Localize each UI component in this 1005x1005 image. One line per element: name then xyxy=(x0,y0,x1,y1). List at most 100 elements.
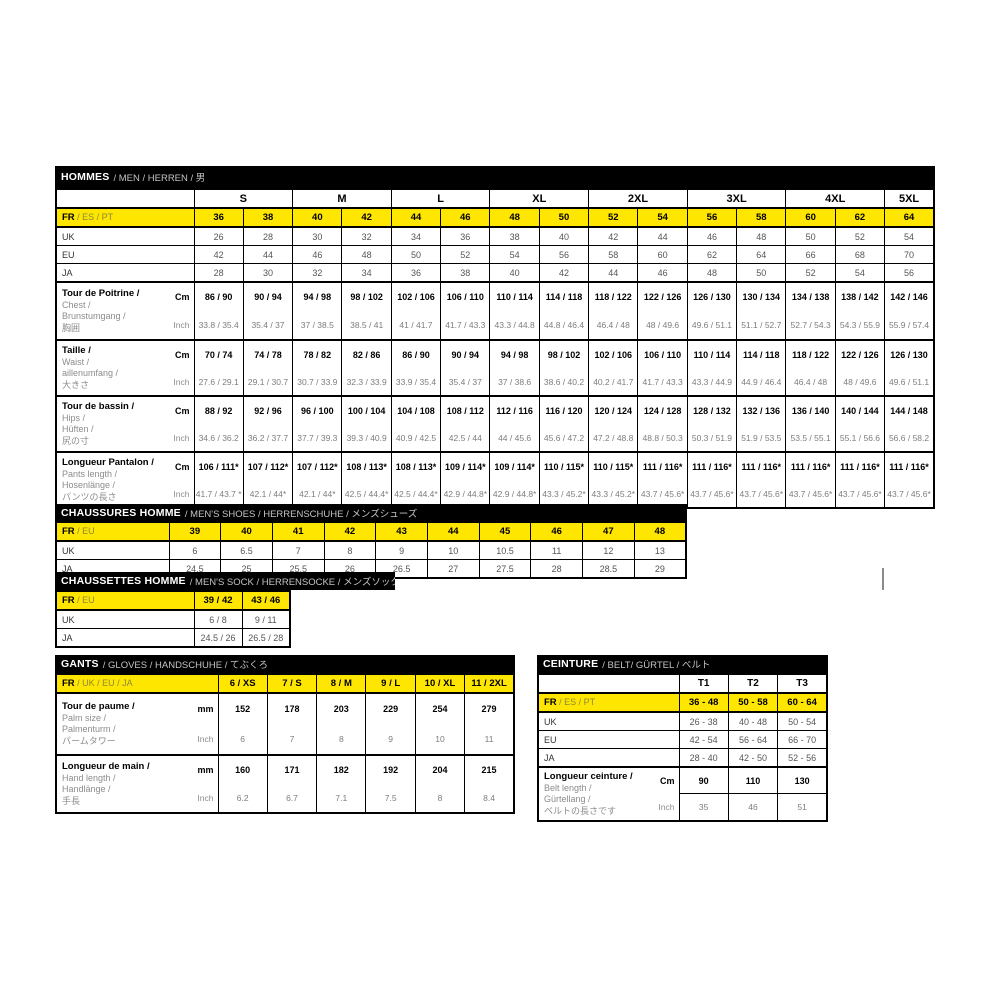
top-unit-value: 102 / 106 xyxy=(594,349,633,360)
top-unit-value: 110 / 114 xyxy=(693,349,731,360)
section-title-main: GANTS xyxy=(61,658,99,670)
ja-size-cell: 38 xyxy=(440,263,491,283)
measure-value-cell: 138 / 142 54.3 / 55.9 xyxy=(834,281,886,341)
top-unit-value: 138 / 142 xyxy=(841,292,879,302)
row-label-rest: / UK / EU / JA xyxy=(74,678,133,688)
unit-label-top: Cm xyxy=(174,461,190,472)
bottom-unit-value: 6.7 xyxy=(286,793,298,803)
hommes-section-title: HOMMES / MEN / HERREN / 男 xyxy=(55,166,935,188)
row-label-cell: JA xyxy=(537,748,680,768)
eu-size-cell: 68 xyxy=(834,245,886,264)
bottom-unit-value: 52.7 / 54.3 xyxy=(790,320,831,330)
bottom-unit-value: 37 / 38.6 xyxy=(498,376,532,387)
bottom-unit-value: 51.1 / 52.7 xyxy=(741,320,782,330)
row-label-main: FR xyxy=(62,526,75,537)
measure-label-cell: Longueur de main / Hand length / Handlänge… xyxy=(55,754,219,814)
glove-size-cell: 6 / XS xyxy=(217,673,268,694)
bottom-unit-value: 46.4 / 48 xyxy=(596,320,630,330)
measure-label-line: Palm size / xyxy=(62,712,107,723)
top-unit-value: 152 xyxy=(235,704,251,714)
measure-value-cell: 108 / 113* 42.5 / 44.4* xyxy=(341,451,392,509)
uk-size-cell: 28 xyxy=(242,226,294,246)
uk-size-cell: 48 xyxy=(736,226,787,246)
size-group-header: 5XL xyxy=(884,188,935,209)
fr-size-cell: 47 xyxy=(582,521,635,542)
uk-size-cell: 44 xyxy=(637,226,688,246)
top-unit-value: 70 / 74 xyxy=(204,349,233,360)
bottom-unit-value: 40.9 / 42.5 xyxy=(395,432,437,443)
top-unit-value: 92 / 96 xyxy=(254,405,282,416)
top-unit-value: 120 / 124 xyxy=(594,405,633,416)
uk-size-cell: 26 - 38 xyxy=(678,711,729,731)
top-unit-value: 100 / 104 xyxy=(347,405,386,416)
eu-size-cell: 66 xyxy=(785,245,836,264)
measure-label-line: パームタワー xyxy=(62,735,116,746)
top-unit-value: 94 / 98 xyxy=(500,349,529,360)
measure-label-line: Tour de paume / xyxy=(62,700,135,712)
eu-size-cell: 42 xyxy=(193,245,244,264)
top-unit-value: 171 xyxy=(284,765,300,775)
fr-size-cell: 50 xyxy=(538,207,590,228)
glove-size-cell: 7 / S xyxy=(266,673,318,694)
belt-size-header-cell: T2 xyxy=(727,673,779,694)
bottom-unit-value: 43.7 / 45.6* xyxy=(640,488,685,499)
measure-label-line: Handlänge / xyxy=(62,784,111,795)
measure-value-cell: 78 / 82 30.7 / 33.9 xyxy=(292,339,343,397)
unit-label-bottom: Inch xyxy=(197,793,214,803)
top-unit-value: 111 / 116* xyxy=(642,461,683,472)
row-label-cell: FR / ES / PT xyxy=(55,207,195,228)
top-unit-value: 104 / 108 xyxy=(397,405,435,416)
measure-value-cell: 90 / 94 35.4 / 37 xyxy=(440,339,491,397)
row-label-rest: / EU xyxy=(74,526,95,536)
bottom-unit-value: 43.7 / 45.6* xyxy=(739,488,784,499)
belt-section-title: CEINTURE / BELT/ GÜRTEL / ベルト xyxy=(537,655,828,673)
uk-size-cell: 36 xyxy=(440,226,491,246)
top-unit-value: 88 / 92 xyxy=(204,405,233,416)
measure-value-cell: 104 / 108 40.9 / 42.5 xyxy=(390,395,442,453)
fr-size-cell: 46 xyxy=(440,207,491,228)
gloves-section-title: GANTS / GLOVES / HANDSCHUHE / てぶくろ xyxy=(55,655,515,673)
measure-label-cell: Tour de bassin / Hips / Hüften / 尻の寸 Cm Inch xyxy=(55,395,195,453)
bottom-unit-value: 46.4 / 48 xyxy=(794,376,828,387)
belt-length-measure-row: Longueur ceinture / Belt length / Gürtella… xyxy=(537,766,828,822)
ja-size-cell: 34 xyxy=(341,263,392,283)
section-title-rest: / MEN'S SOCK / HERRENSOCKE / メンズソックス xyxy=(189,577,395,588)
bottom-unit-value: 48.8 / 50.3 xyxy=(642,432,683,443)
measure-label-line: Palmenturm / xyxy=(62,724,116,735)
bottom-unit-value: 30.7 / 33.9 xyxy=(297,376,338,387)
bottom-unit-value: 38.6 / 40.2 xyxy=(543,376,585,387)
top-unit-value: 110 / 115* xyxy=(593,461,634,472)
bottom-unit-value: 39.3 / 40.9 xyxy=(346,432,387,443)
row-label-main: FR xyxy=(544,697,557,708)
eu-size-cell: 44 xyxy=(242,245,294,264)
ja-size-cell: 52 xyxy=(785,263,836,283)
uk-size-cell: 12 xyxy=(582,540,635,560)
ja-size-row: JA 28 - 40 42 - 50 52 - 56 xyxy=(537,748,828,768)
uk-size-cell: 40 xyxy=(538,226,590,246)
top-unit-value: 203 xyxy=(333,704,349,714)
top-unit-value: 114 / 118 xyxy=(545,292,583,302)
bottom-unit-value: 37 / 38.5 xyxy=(300,320,334,330)
bottom-unit-value: 48 / 49.6 xyxy=(646,320,680,330)
measure-value-cell: 130 / 134 51.1 / 52.7 xyxy=(736,281,787,341)
measure-value-cell: 102 / 106 40.2 / 41.7 xyxy=(588,339,639,397)
measure-value-cell: 171 6.7 xyxy=(266,754,318,814)
ja-size-cell: 54 xyxy=(834,263,886,283)
measure-value-cell: 120 / 124 47.2 / 48.8 xyxy=(588,395,639,453)
uk-size-cell: 40 - 48 xyxy=(727,711,779,731)
top-unit-value: 107 / 112* xyxy=(297,461,338,472)
bottom-unit-value: 49.6 / 51.1 xyxy=(888,376,930,387)
section-title-main: CHAUSSURES HOMME xyxy=(61,506,181,519)
shoes-table: FR / EU 39 40 41 42 43 44 45 46 47 48 UK 6 6.5 7 8 9 1… xyxy=(55,521,687,579)
top-unit-value: 107 / 112* xyxy=(247,461,289,472)
measure-label-line: Longueur de main / xyxy=(62,760,150,772)
measure-value-cell: 109 / 114* 42.9 / 44.8* xyxy=(489,451,540,509)
top-unit-value: 111 / 116* xyxy=(889,461,929,472)
top-unit-value: 112 / 116 xyxy=(496,405,533,416)
top-unit-value: 254 xyxy=(432,704,448,714)
unit-label-bottom: Inch xyxy=(173,488,190,499)
bottom-unit-value: 8.4 xyxy=(483,793,495,803)
fr-size-cell: 41 xyxy=(271,521,325,542)
measure-value-cell: 136 / 140 53.5 / 55.1 xyxy=(785,395,836,453)
